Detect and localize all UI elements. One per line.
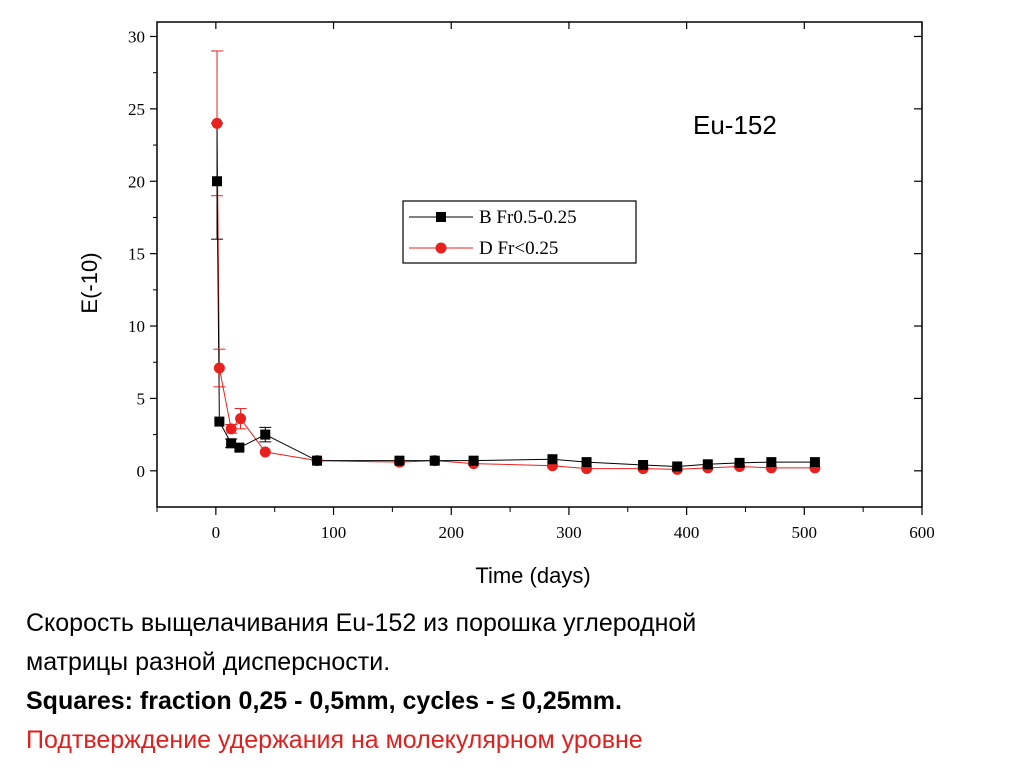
y-axis-title: E(-10) — [77, 252, 102, 313]
y-tick-label: 15 — [128, 245, 145, 264]
y-tick-label: 10 — [128, 317, 145, 336]
data-point-square — [766, 457, 777, 468]
data-point-square — [312, 455, 323, 466]
data-point-circle — [259, 446, 271, 458]
x-tick-label: 200 — [438, 523, 464, 542]
x-tick-label: 500 — [792, 523, 818, 542]
data-point-square — [547, 454, 558, 465]
data-point-square — [234, 442, 245, 453]
x-tick-label: 600 — [909, 523, 935, 542]
caption-line-3: Squares: fraction 0,25 - 0,5mm, cycles -… — [26, 687, 622, 715]
data-point-square — [226, 438, 237, 449]
data-point-square — [429, 455, 440, 466]
x-tick-label: 400 — [674, 523, 700, 542]
data-point-circle — [211, 117, 223, 129]
caption-line-2: матрицы разной дисперсности. — [26, 648, 391, 676]
data-point-square — [702, 459, 713, 470]
data-point-square — [734, 457, 745, 468]
y-tick-label: 30 — [128, 27, 145, 46]
data-point-circle — [225, 423, 237, 435]
data-point-circle — [235, 413, 247, 425]
data-markers — [211, 117, 821, 475]
data-point-circle — [213, 362, 225, 374]
legend-label-b: B Fr0.5-0.25 — [479, 207, 577, 228]
plot-frame — [156, 21, 923, 508]
data-point-square — [260, 429, 271, 440]
data-point-square — [672, 461, 683, 472]
x-axis-title: Time (days) — [475, 563, 590, 588]
error-bars — [211, 50, 272, 449]
y-tick-label: 20 — [128, 172, 145, 191]
data-point-square — [214, 416, 225, 427]
data-point-square — [212, 176, 223, 187]
data-point-square — [394, 455, 405, 466]
x-tick-label: 300 — [556, 523, 582, 542]
legend-marker-b — [436, 212, 446, 222]
series-lines — [216, 123, 815, 470]
y-tick-label: 25 — [128, 100, 145, 119]
y-tick-label: 5 — [137, 389, 146, 408]
data-point-square — [809, 457, 820, 468]
legend: B Fr0.5-0.25 D Fr<0.25 — [402, 200, 637, 264]
caption-line-4: Подтверждение удержания на молекулярном … — [26, 726, 643, 754]
data-point-square — [581, 457, 592, 468]
x-tick-label: 100 — [321, 523, 347, 542]
y-tick-label: 0 — [137, 462, 146, 481]
legend-label-d: D Fr<0.25 — [479, 238, 558, 259]
caption-line-1: Скорость выщелачивания Eu-152 из порошка… — [26, 609, 697, 637]
series-line — [216, 123, 815, 470]
data-point-square — [638, 460, 649, 471]
data-point-square — [468, 455, 479, 466]
caption: Скорость выщелачивания Eu-152 из порошка… — [26, 604, 1006, 760]
legend-marker-d — [435, 242, 447, 254]
annotation-label: Eu-152 — [693, 110, 777, 140]
chart: 0 100 200 300 400 500 600 0 5 10 15 20 25 30 Eu-152 T… — [77, 21, 935, 588]
x-tick-label: 0 — [212, 523, 221, 542]
axis-ticks: 0 100 200 300 400 500 600 0 5 10 15 20 25 30 — [128, 22, 935, 542]
